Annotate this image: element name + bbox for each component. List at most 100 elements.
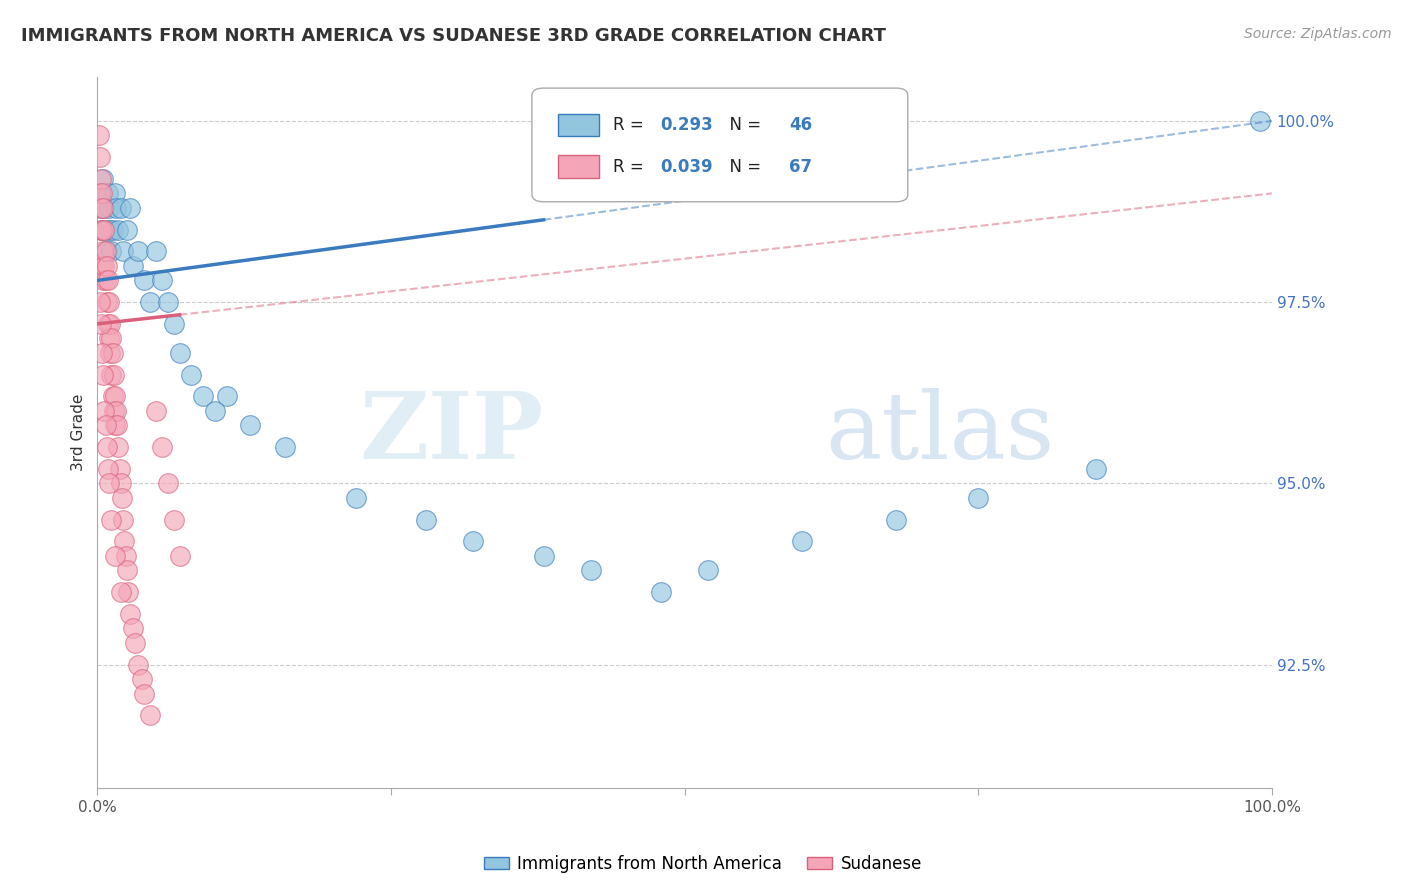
FancyBboxPatch shape xyxy=(531,88,908,202)
Point xyxy=(98,331,121,345)
Point xyxy=(134,273,156,287)
Point xyxy=(107,222,129,236)
Point xyxy=(98,222,121,236)
Point xyxy=(89,186,111,201)
Text: 0.039: 0.039 xyxy=(659,158,713,176)
Text: R =: R = xyxy=(613,116,650,134)
Point xyxy=(650,585,672,599)
Point xyxy=(215,389,238,403)
Point xyxy=(117,585,139,599)
Point xyxy=(100,244,122,259)
Point xyxy=(100,512,122,526)
Point xyxy=(145,404,167,418)
FancyBboxPatch shape xyxy=(558,155,599,178)
Point xyxy=(112,534,135,549)
Point xyxy=(93,404,115,418)
Text: IMMIGRANTS FROM NORTH AMERICA VS SUDANESE 3RD GRADE CORRELATION CHART: IMMIGRANTS FROM NORTH AMERICA VS SUDANES… xyxy=(21,27,886,45)
Point xyxy=(169,346,191,360)
Point xyxy=(103,368,125,382)
Point xyxy=(91,368,114,382)
Text: Source: ZipAtlas.com: Source: ZipAtlas.com xyxy=(1244,27,1392,41)
Point xyxy=(121,621,143,635)
Point xyxy=(156,295,179,310)
Y-axis label: 3rd Grade: 3rd Grade xyxy=(72,394,86,471)
Point xyxy=(150,440,173,454)
Point xyxy=(98,346,121,360)
Point xyxy=(134,686,156,700)
Point xyxy=(97,273,120,287)
Point xyxy=(103,404,125,418)
Point xyxy=(91,201,114,215)
Point xyxy=(150,273,173,287)
Point xyxy=(89,186,111,201)
Point xyxy=(98,201,121,215)
Point xyxy=(91,222,114,236)
Point xyxy=(415,512,437,526)
Text: ZIP: ZIP xyxy=(360,388,544,477)
Point xyxy=(94,273,117,287)
Point xyxy=(91,244,114,259)
Point xyxy=(96,295,118,310)
Point xyxy=(91,346,114,360)
Legend: Immigrants from North America, Sudanese: Immigrants from North America, Sudanese xyxy=(478,848,928,880)
Point xyxy=(204,404,226,418)
Point xyxy=(96,244,118,259)
Point xyxy=(100,331,122,345)
Point xyxy=(1249,114,1271,128)
Point xyxy=(169,549,191,563)
Text: 67: 67 xyxy=(789,158,813,176)
Point xyxy=(180,368,202,382)
Point xyxy=(104,389,127,403)
Point xyxy=(94,418,117,433)
Point xyxy=(191,389,214,403)
Point xyxy=(96,259,118,273)
Point xyxy=(139,295,162,310)
Point xyxy=(98,317,121,331)
Point xyxy=(239,418,262,433)
Point xyxy=(120,201,142,215)
Point xyxy=(91,222,114,236)
Point xyxy=(94,222,117,236)
Text: R =: R = xyxy=(613,158,650,176)
Text: 46: 46 xyxy=(789,116,813,134)
Point xyxy=(94,244,117,259)
Point xyxy=(98,476,121,491)
Point xyxy=(111,491,134,505)
Point xyxy=(104,418,127,433)
Point xyxy=(115,563,138,577)
Point xyxy=(93,259,115,273)
Text: 0.293: 0.293 xyxy=(659,116,713,134)
Point xyxy=(90,222,112,236)
Point xyxy=(139,708,162,723)
Point xyxy=(89,295,111,310)
Point xyxy=(105,404,128,418)
Point xyxy=(790,534,813,549)
Point xyxy=(110,201,132,215)
Point xyxy=(97,462,120,476)
Point xyxy=(105,418,128,433)
Point xyxy=(90,201,112,215)
Point xyxy=(93,222,115,236)
Point xyxy=(131,672,153,686)
Text: N =: N = xyxy=(718,116,766,134)
Point xyxy=(884,512,907,526)
Point xyxy=(110,476,132,491)
Point xyxy=(93,201,115,215)
Point xyxy=(967,491,990,505)
Point xyxy=(98,295,121,310)
Point xyxy=(100,368,122,382)
FancyBboxPatch shape xyxy=(558,113,599,136)
Point xyxy=(579,563,602,577)
Point xyxy=(110,585,132,599)
Point xyxy=(101,346,124,360)
Point xyxy=(105,201,128,215)
Point xyxy=(90,172,112,186)
Point xyxy=(104,549,127,563)
Point xyxy=(1084,462,1107,476)
Point xyxy=(108,462,131,476)
Point xyxy=(87,128,110,143)
Point xyxy=(101,389,124,403)
Point xyxy=(115,222,138,236)
Point xyxy=(156,476,179,491)
Point xyxy=(112,244,135,259)
